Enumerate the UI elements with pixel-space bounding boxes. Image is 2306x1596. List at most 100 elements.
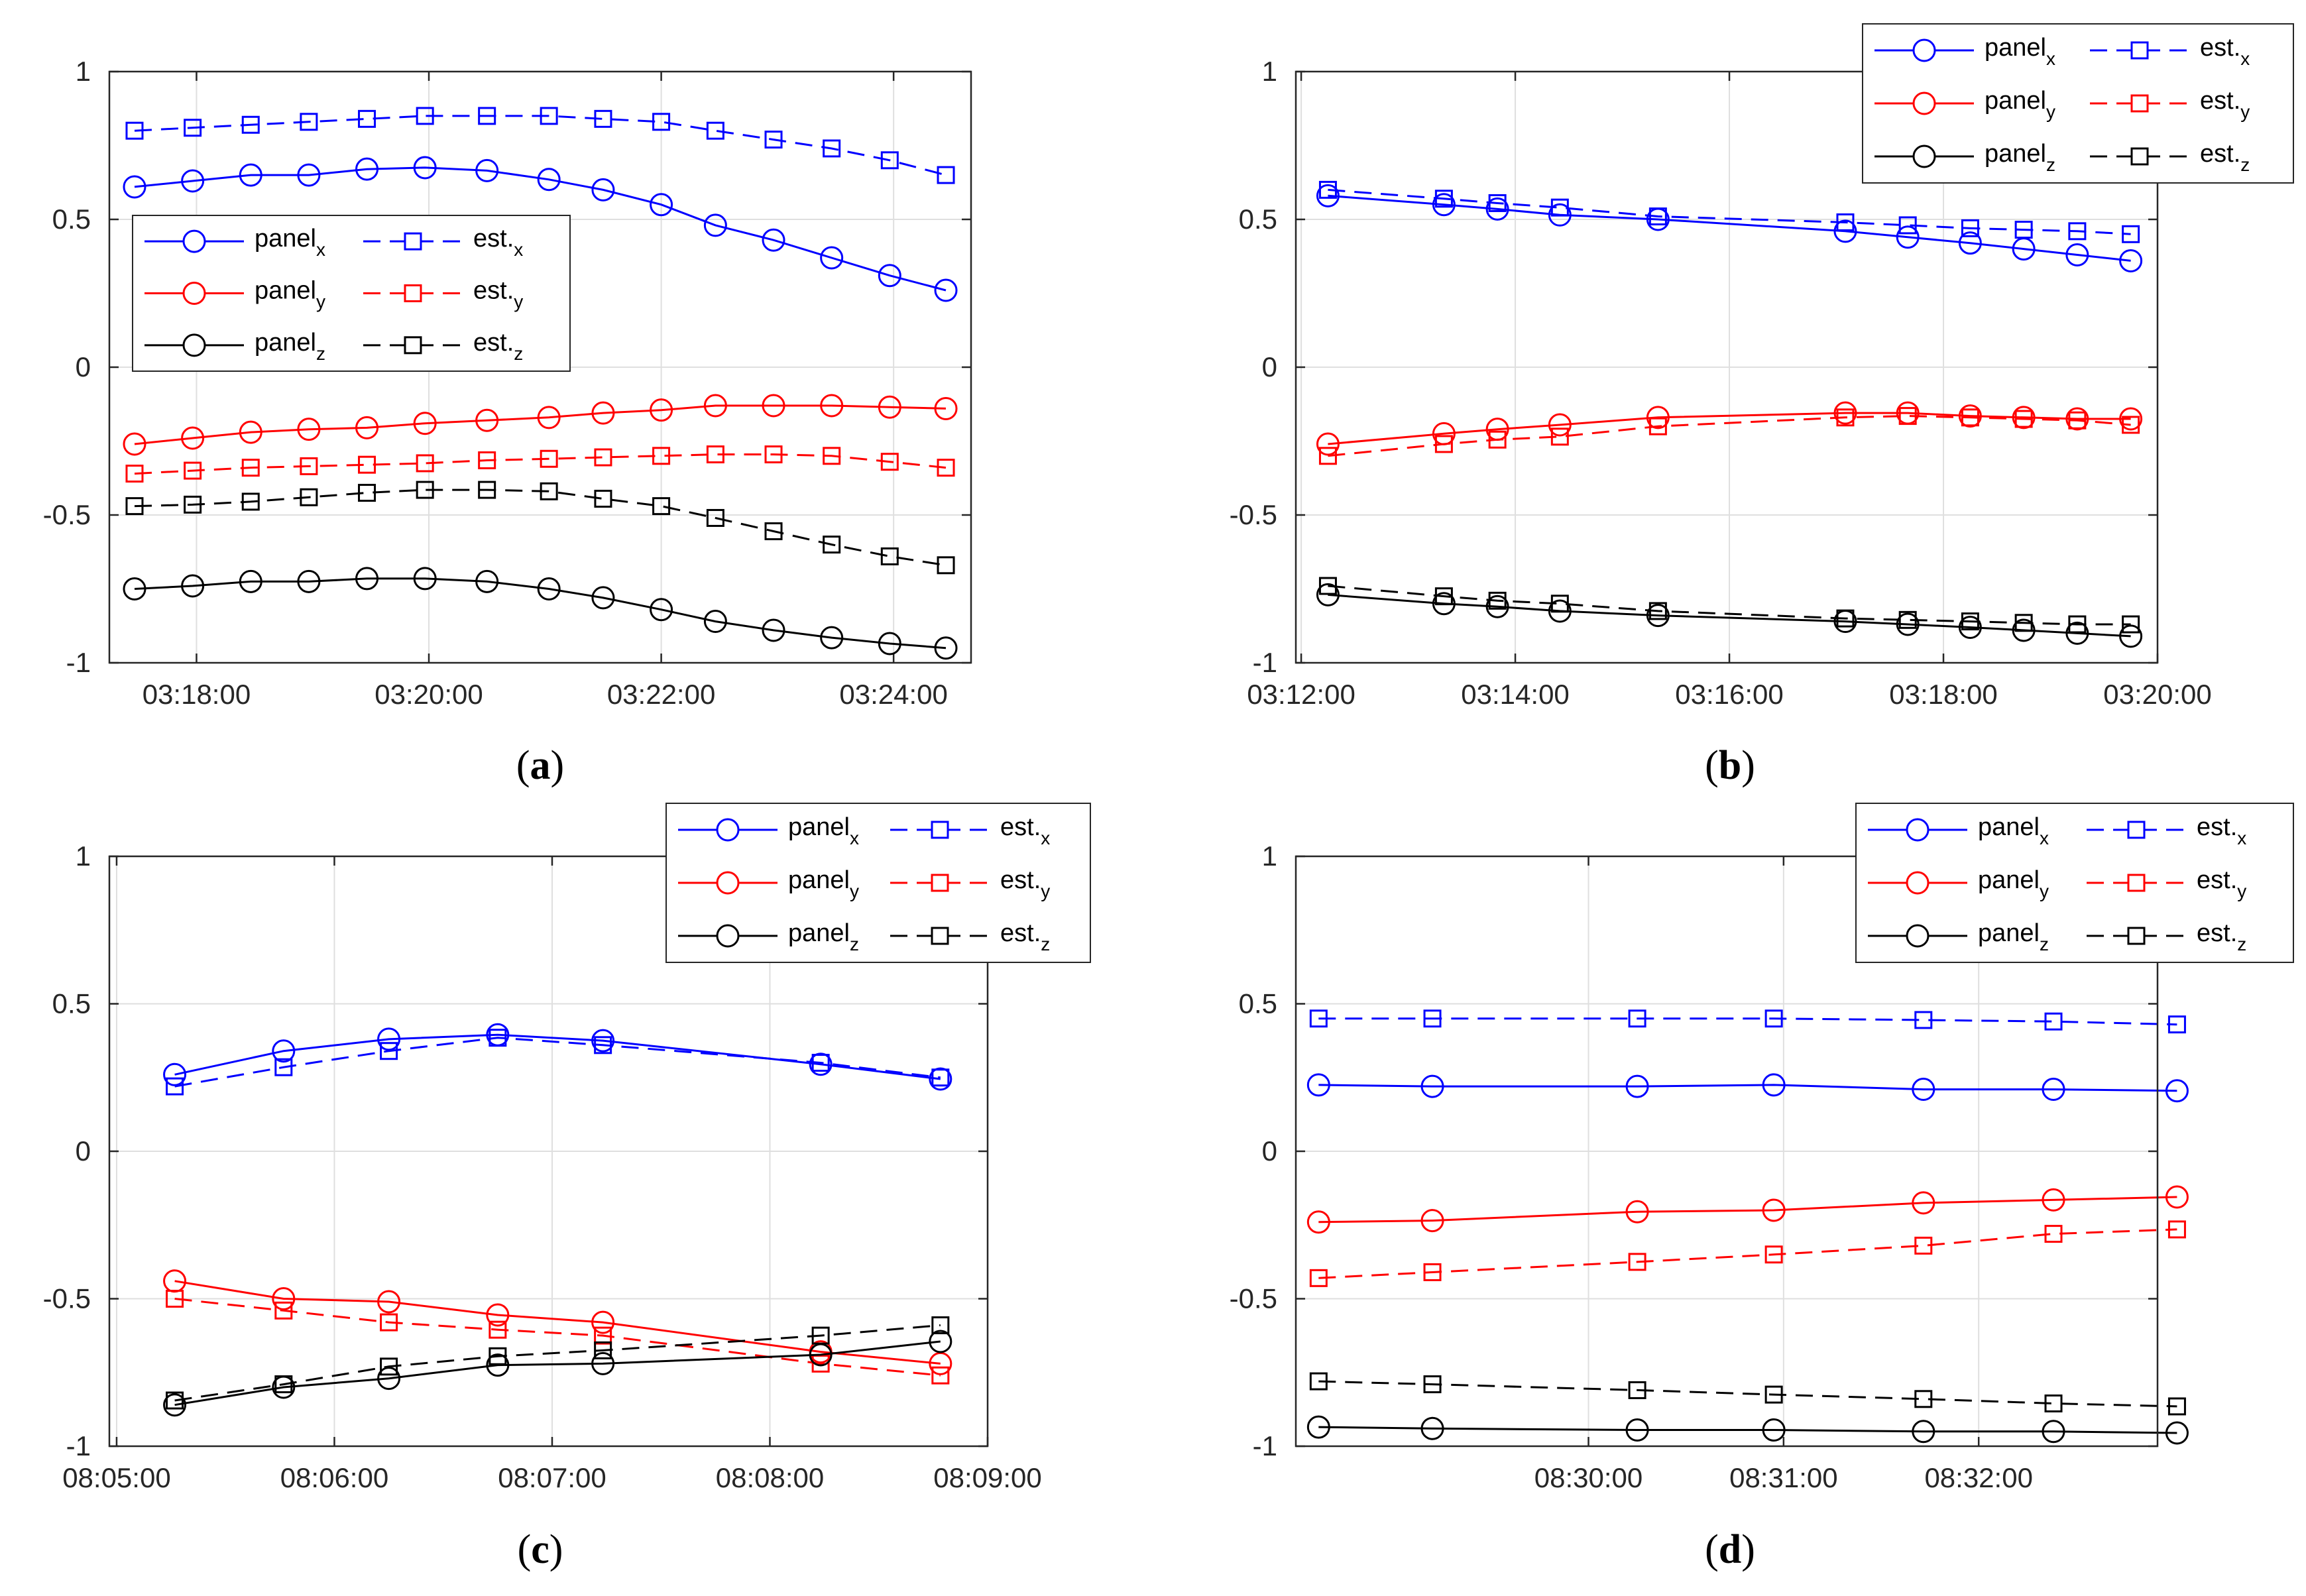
data-point-square [706, 121, 724, 140]
legend-label: panely [255, 277, 325, 312]
legend-marker-square [2130, 41, 2149, 60]
series-panel-x [123, 156, 958, 302]
data-point-circle [355, 157, 379, 181]
series-line [1328, 585, 2131, 626]
data-point-square [764, 445, 783, 464]
legend-label: est.y [1000, 866, 1050, 901]
legend-label: panelz [1978, 919, 2049, 954]
data-point-circle [878, 264, 901, 288]
data-point-square [489, 1347, 507, 1365]
data-point-circle [181, 574, 205, 598]
series-est-y [1309, 1220, 2186, 1287]
series-line [134, 577, 947, 650]
x-tick-label: 08:08:00 [716, 1462, 825, 1493]
data-point-square [1764, 1245, 1783, 1264]
legend-label: panely [788, 866, 859, 901]
data-point-circle [377, 1027, 401, 1051]
data-point-circle [2042, 1078, 2065, 1102]
series-line [1328, 412, 2131, 445]
data-point-square [1648, 207, 1667, 226]
legend-marker-circle [1912, 144, 1936, 168]
data-point-square [1898, 610, 1917, 629]
series-est-x [1318, 180, 2140, 243]
data-point-square [594, 448, 612, 467]
series-line [174, 1033, 941, 1080]
series-panel-x [163, 1023, 952, 1091]
data-point-square [594, 1326, 612, 1345]
data-point-square [811, 1326, 830, 1345]
y-tick-label: -1 [1253, 647, 1277, 678]
data-point-square [125, 497, 144, 516]
series-est-z [1318, 577, 2140, 634]
data-point-circle [239, 163, 262, 187]
data-point-square [540, 482, 558, 500]
series-panel-z [1306, 1415, 2189, 1445]
data-point-circle [2119, 249, 2143, 272]
data-point-square [823, 139, 841, 158]
data-point-square [764, 522, 783, 541]
legend-label: est.z [1000, 919, 1050, 954]
legend-marker-square [2130, 94, 2149, 113]
data-point-circle [163, 1393, 187, 1417]
legend-label: panelx [1978, 813, 2049, 848]
data-point-circle [809, 1053, 833, 1076]
series-line [1318, 1380, 2177, 1408]
data-point-square [1628, 1381, 1646, 1399]
data-point-square [1488, 591, 1507, 610]
data-point-circle [297, 163, 321, 187]
data-point-circle [591, 401, 615, 425]
data-point-circle [355, 416, 379, 439]
data-point-square [416, 481, 434, 499]
data-point-square [931, 1068, 950, 1087]
data-point-circle [591, 1351, 615, 1375]
axes-box [1295, 70, 2159, 664]
data-point-circle [272, 1287, 296, 1310]
y-tick-label: 0 [1262, 1135, 1277, 1167]
data-point-circle [1485, 595, 1509, 618]
x-tick-label: 03:18:00 [1889, 679, 1998, 710]
y-tick-label: 1 [76, 56, 91, 87]
subplot-caption: (b) [1705, 743, 1755, 788]
data-point-circle [1316, 184, 1340, 207]
series-est-z [125, 481, 955, 575]
data-point-square [2068, 222, 2087, 241]
data-point-square [880, 453, 899, 471]
data-point-square [416, 107, 434, 125]
legend-marker-circle [716, 924, 740, 948]
data-point-circle [239, 420, 262, 444]
data-point-circle [413, 412, 437, 435]
data-point-square [1898, 407, 1917, 426]
series-line [1328, 593, 2131, 638]
data-point-square [540, 449, 558, 468]
y-tick-label: 1 [1262, 56, 1277, 87]
data-point-circle [762, 394, 785, 418]
legend-marker-circle [716, 871, 740, 895]
y-tick-label: -1 [66, 1430, 91, 1461]
data-point-circle [2165, 1421, 2189, 1445]
legend-marker-square [931, 821, 949, 839]
data-point-square [880, 151, 899, 170]
data-point-square [184, 119, 202, 137]
series-line [174, 1324, 941, 1402]
data-point-circle [1625, 1418, 1649, 1442]
data-point-circle [934, 278, 958, 302]
data-point-square [1836, 408, 1855, 427]
data-point-circle [650, 598, 673, 622]
data-point-square [931, 1366, 950, 1385]
data-point-circle [1316, 583, 1340, 606]
y-tick-label: 0.5 [52, 988, 91, 1019]
data-point-square [2068, 411, 2087, 429]
data-point-circle [1316, 432, 1340, 456]
legend-marker-square [404, 232, 422, 251]
axes-box [1295, 855, 2159, 1448]
series-line [1328, 188, 2131, 235]
data-point-circle [929, 1067, 952, 1091]
y-tick-label: 1 [1262, 840, 1277, 872]
data-point-square [184, 461, 202, 480]
series-line [134, 404, 947, 445]
data-point-square [300, 488, 318, 506]
data-point-circle [297, 569, 321, 593]
legend-marker-circle [1912, 38, 1936, 62]
x-tick-label: 03:14:00 [1461, 679, 1570, 710]
series-line [1318, 1196, 2177, 1224]
